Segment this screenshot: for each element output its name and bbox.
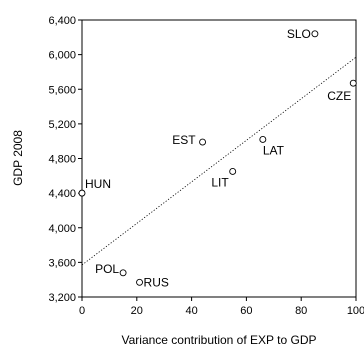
x-axis: 0 20 40 60 80 100 (79, 297, 364, 317)
data-point-lit (229, 168, 237, 175)
point-label-cze: CZE (327, 89, 351, 103)
point-label-slo: SLO (287, 27, 311, 41)
point-label-pol: POL (95, 262, 119, 276)
x-tick-label: 100 (347, 305, 364, 317)
trend-line (81, 56, 357, 266)
y-tick-label: 6,000 (48, 50, 76, 62)
y-axis-label: GDP 2008 (11, 130, 25, 186)
data-point-lat (259, 136, 267, 143)
x-tick-label: 0 (79, 305, 85, 317)
y-tick-label: 4,000 (48, 223, 76, 235)
point-label-rus: RUS (144, 275, 169, 289)
y-tick-label: 5,600 (48, 84, 76, 96)
x-tick-label: 40 (185, 305, 197, 317)
data-point-hun (78, 189, 86, 197)
point-label-hun: HUN (85, 177, 111, 191)
data-points: SLO CZE EST LAT LIT HUN POL RUS (78, 27, 357, 289)
x-axis-label: Variance contribution of EXP to GDP (122, 333, 317, 347)
data-point-est (199, 138, 207, 146)
x-tick-label: 20 (131, 305, 143, 317)
point-label-lat: LAT (263, 143, 285, 157)
y-tick-label: 3,200 (48, 292, 76, 304)
plot-frame (81, 19, 357, 298)
x-tick-label: 60 (240, 305, 252, 317)
data-point-slo (311, 30, 319, 38)
point-label-est: EST (172, 133, 196, 147)
y-tick-label: 6,400 (48, 15, 76, 27)
y-tick-label: 4,400 (48, 188, 76, 200)
data-point-rus (136, 278, 143, 286)
y-tick-label: 4,800 (48, 154, 76, 166)
y-tick-label: 3,600 (48, 257, 76, 269)
y-axis: 3,200 3,600 4,000 4,400 4,800 5,200 5,600 6,000… (48, 15, 82, 304)
x-tick-label: 80 (295, 305, 307, 317)
y-tick-label: 5,200 (48, 119, 76, 131)
data-point-cze (349, 79, 357, 87)
data-point-pol (119, 269, 127, 277)
point-label-lit: LIT (211, 175, 229, 189)
